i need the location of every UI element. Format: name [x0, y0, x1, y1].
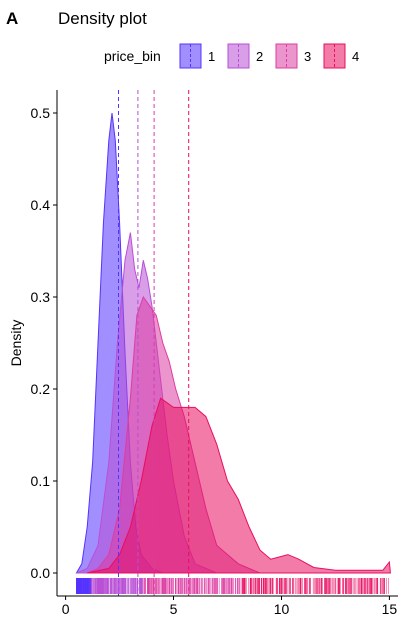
- y-tick-label: 0.4: [31, 197, 51, 213]
- y-tick-label: 0.5: [31, 105, 51, 121]
- legend-item-1: 1: [179, 43, 215, 69]
- y-tick-label: 0.3: [31, 289, 51, 305]
- x-tick-label: 10: [274, 601, 290, 617]
- y-tick-label: 0.1: [31, 473, 51, 489]
- y-axis-label: Density: [8, 320, 24, 367]
- density-area-4: [87, 397, 391, 574]
- legend-title: price_bin: [104, 48, 161, 64]
- panel-tag: A: [6, 9, 18, 28]
- chart-title: Density plot: [58, 9, 147, 28]
- legend-item-3: 3: [275, 43, 311, 69]
- legend-label: 2: [256, 49, 263, 64]
- axes: 0.0 0.1 0.2 0.3 0.4 0.5 0 5 10 15: [31, 90, 398, 617]
- rug-strip: [76, 578, 389, 594]
- y-tick-label: 0.0: [31, 565, 51, 581]
- legend: price_bin 1 2 3 4: [104, 43, 359, 69]
- x-tick-label: 5: [170, 601, 178, 617]
- legend-label: 4: [352, 49, 359, 64]
- y-tick-label: 0.2: [31, 381, 51, 397]
- x-tick-label: 0: [62, 601, 70, 617]
- legend-item-4: 4: [323, 43, 359, 69]
- legend-label: 1: [208, 49, 215, 64]
- x-tick-label: 15: [382, 601, 398, 617]
- legend-label: 3: [304, 49, 311, 64]
- legend-item-2: 2: [227, 43, 263, 69]
- plot-area: [75, 90, 391, 596]
